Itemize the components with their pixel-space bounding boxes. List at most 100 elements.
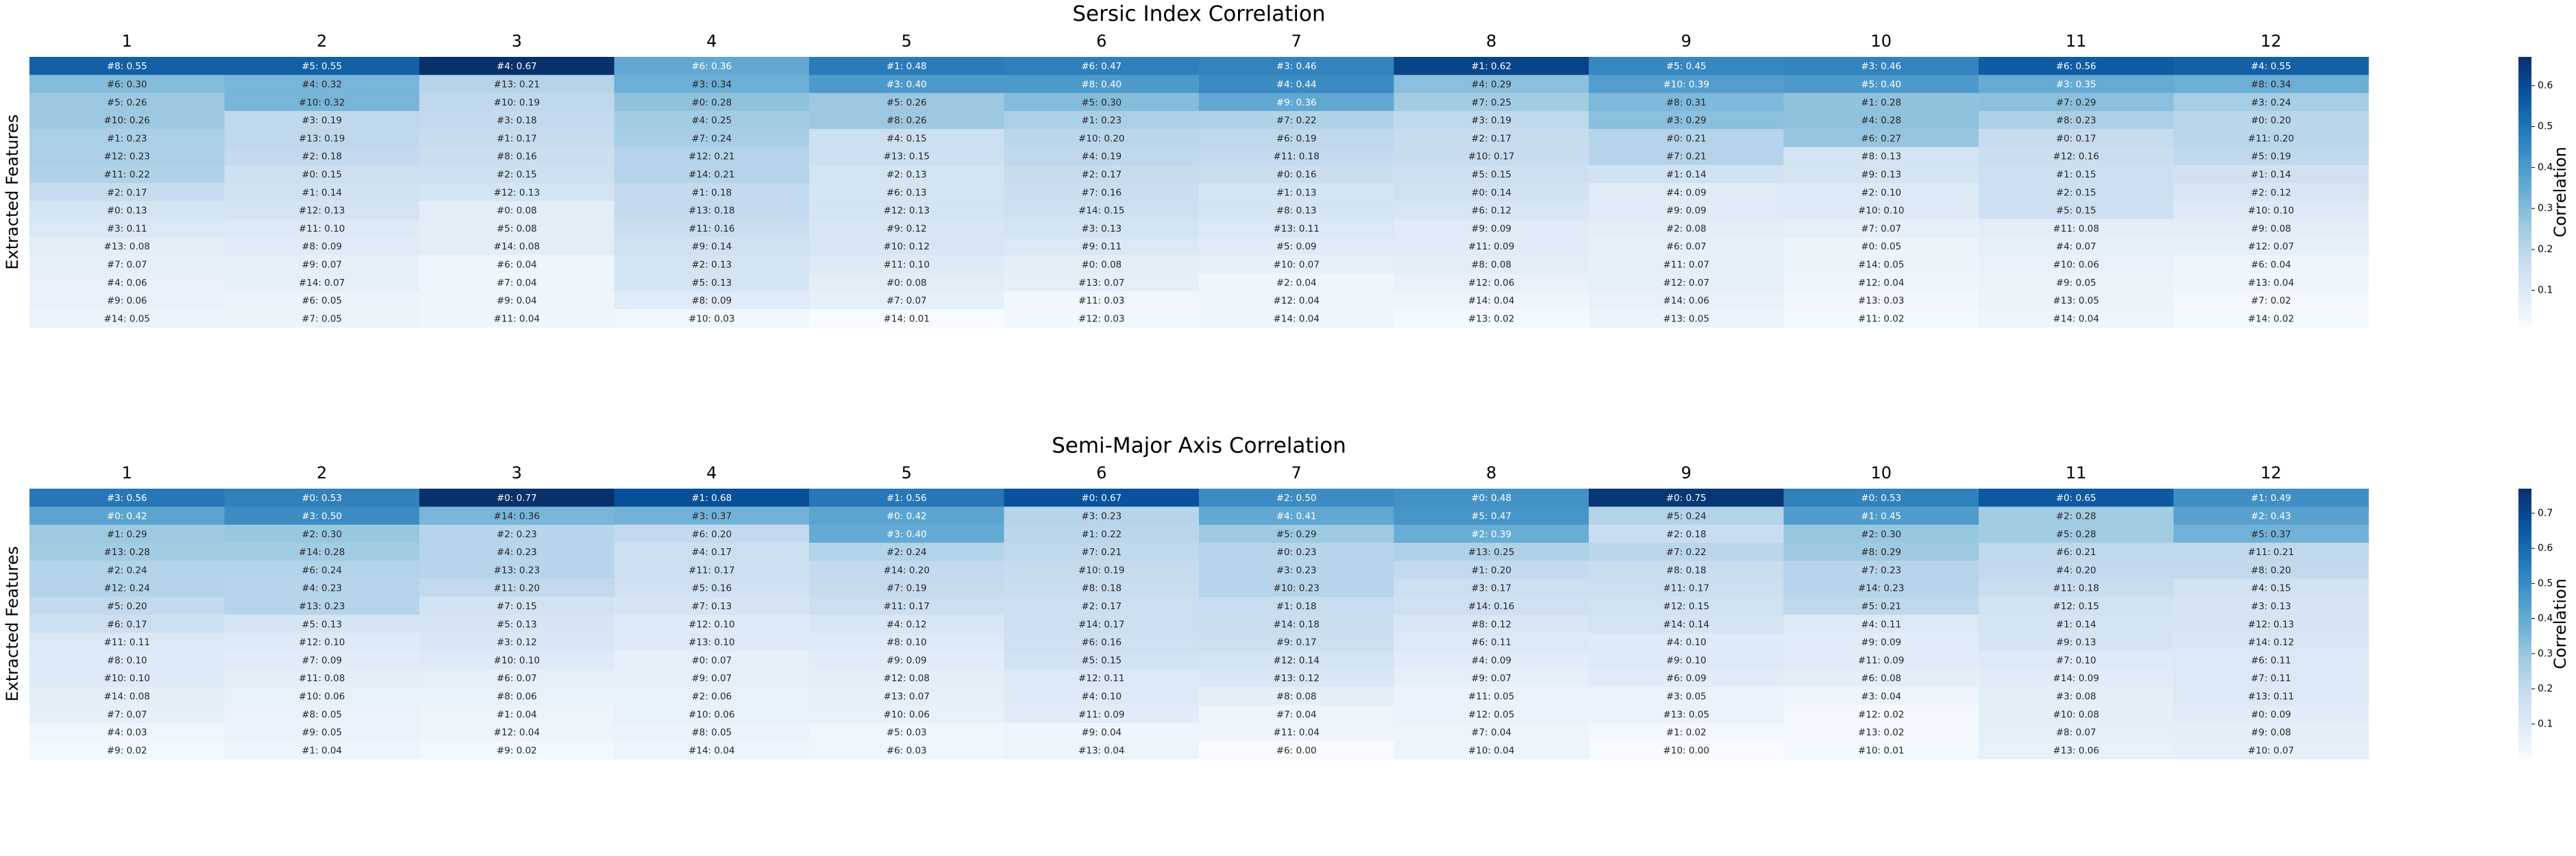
cell-label: #7: 0.15 [497, 601, 537, 612]
heatmap-cell [224, 524, 420, 543]
cell-label: #0: 0.75 [1666, 493, 1707, 504]
cell-label: #9: 0.09 [1471, 223, 1511, 234]
cell-label: #9: 0.11 [1081, 241, 1122, 252]
cell-label: #14: 0.09 [2053, 673, 2099, 684]
cell-label: #4: 0.10 [1081, 691, 1122, 702]
cell-label: #2: 0.30 [1861, 529, 1901, 540]
heatmap-cell [1004, 542, 1200, 561]
heatmap-cell [2173, 201, 2369, 220]
heatmap-cell [2173, 489, 2369, 507]
cell-label: #9: 0.04 [1081, 727, 1122, 738]
cell-label: #0: 0.20 [2251, 115, 2291, 126]
cell-label: #14: 0.01 [884, 313, 930, 324]
cell-label: #0: 0.53 [1861, 493, 1901, 504]
heatmap-cell [809, 237, 1005, 256]
cell-label: #4: 0.03 [107, 727, 147, 738]
heatmap-cell [614, 506, 810, 526]
heatmap-cell [1979, 291, 2175, 310]
colorbar-tick-label: 0.2 [2538, 683, 2553, 694]
heatmap-cell [1004, 633, 1200, 652]
column-label: 12 [2260, 463, 2281, 482]
cell-label: #4: 0.28 [1861, 115, 1901, 126]
heatmap-cell [1783, 687, 1979, 706]
cell-label: #3: 0.13 [1081, 223, 1122, 234]
cell-label: #10: 0.10 [104, 673, 150, 684]
heatmap-cell [224, 147, 420, 166]
cell-label: #3: 0.34 [691, 79, 732, 90]
cell-label: #13: 0.28 [104, 547, 150, 558]
cell-label: #4: 0.07 [2056, 241, 2096, 252]
heatmap-cell [1394, 255, 1589, 274]
heatmap-cell [1199, 255, 1395, 274]
cell-label: #8: 0.07 [2056, 727, 2096, 738]
cell-label: #7: 0.04 [1276, 709, 1317, 720]
heatmap-cell [1589, 633, 1785, 652]
cell-label: #9: 0.04 [497, 295, 537, 306]
column-label: 1 [122, 32, 132, 51]
cell-label: #9: 0.05 [2056, 278, 2096, 289]
heatmap-cell [1589, 741, 1785, 760]
column-label: 5 [902, 463, 912, 482]
heatmap-cell [29, 129, 225, 148]
cell-label: #6: 0.47 [1081, 61, 1122, 72]
heatmap-cell [224, 506, 420, 526]
cell-label: #13: 0.06 [2053, 745, 2099, 756]
cell-label: #12: 0.05 [1468, 709, 1514, 720]
cell-label: #5: 0.29 [1276, 529, 1317, 540]
heatmap-cell [1004, 147, 1200, 166]
heatmap-cell [1783, 506, 1979, 526]
heatmap-cell [1783, 542, 1979, 561]
cell-label: #8: 0.12 [1471, 619, 1511, 630]
cell-label: #8: 0.08 [1276, 691, 1317, 702]
heatmap-cell [614, 201, 810, 220]
heatmap-cell [614, 524, 810, 543]
cell-label: #8: 0.20 [2251, 565, 2291, 576]
heatmap-cell [1199, 489, 1395, 507]
heatmap-cell [1979, 506, 2175, 526]
heatmap-cell [809, 542, 1005, 561]
cell-label: #8: 0.16 [497, 151, 537, 162]
cell-label: #3: 0.29 [1666, 115, 1707, 126]
cell-label: #3: 0.19 [1471, 115, 1511, 126]
column-label: 6 [1096, 463, 1106, 482]
cell-label: #7: 0.22 [1276, 115, 1317, 126]
cell-label: #5: 0.37 [2251, 529, 2291, 540]
cell-label: #14: 0.06 [1663, 295, 1709, 306]
heatmap-cell [1004, 237, 1200, 256]
colorbar [2518, 489, 2531, 759]
heatmap-cell [614, 219, 810, 238]
cell-label: #3: 0.11 [107, 223, 147, 234]
heatmap-cell [1004, 489, 1200, 507]
cell-label: #14: 0.36 [494, 511, 540, 522]
cell-label: #0: 0.13 [107, 206, 147, 217]
cell-label: #4: 0.29 [1471, 79, 1511, 90]
cell-label: #10: 0.08 [2053, 709, 2099, 720]
heatmap-cell [614, 183, 810, 201]
heatmap-cell [1783, 57, 1979, 75]
column-label: 11 [2066, 463, 2087, 482]
heatmap-cell [1979, 489, 2175, 507]
heatmap-cell [614, 596, 810, 615]
cell-label: #12: 0.06 [1468, 278, 1514, 289]
heatmap-cell [614, 705, 810, 724]
cell-label: #11: 0.10 [884, 259, 930, 270]
cell-label: #10: 0.04 [1468, 745, 1514, 756]
cell-label: #5: 0.08 [497, 223, 537, 234]
heatmap-cell [1394, 75, 1589, 94]
heatmap-cell [1004, 669, 1200, 687]
cell-label: #13: 0.04 [1078, 745, 1124, 756]
cell-label: #10: 0.06 [299, 691, 345, 702]
cell-label: #1: 0.14 [2056, 619, 2096, 630]
heatmap-cell [809, 110, 1005, 130]
cell-label: #8: 0.09 [301, 241, 342, 252]
cell-label: #8: 0.34 [2251, 79, 2291, 90]
heatmap-cell [614, 650, 810, 670]
cell-label: #12: 0.13 [299, 206, 345, 217]
cell-label: #2: 0.50 [1276, 493, 1317, 504]
heatmap-cell [29, 291, 225, 310]
heatmap-cell [1004, 741, 1200, 760]
heatmap-cell [419, 57, 615, 75]
cell-label: #13: 0.11 [2248, 691, 2294, 702]
cell-label: #11: 0.20 [2248, 133, 2294, 144]
cell-label: #13: 0.18 [689, 206, 734, 217]
